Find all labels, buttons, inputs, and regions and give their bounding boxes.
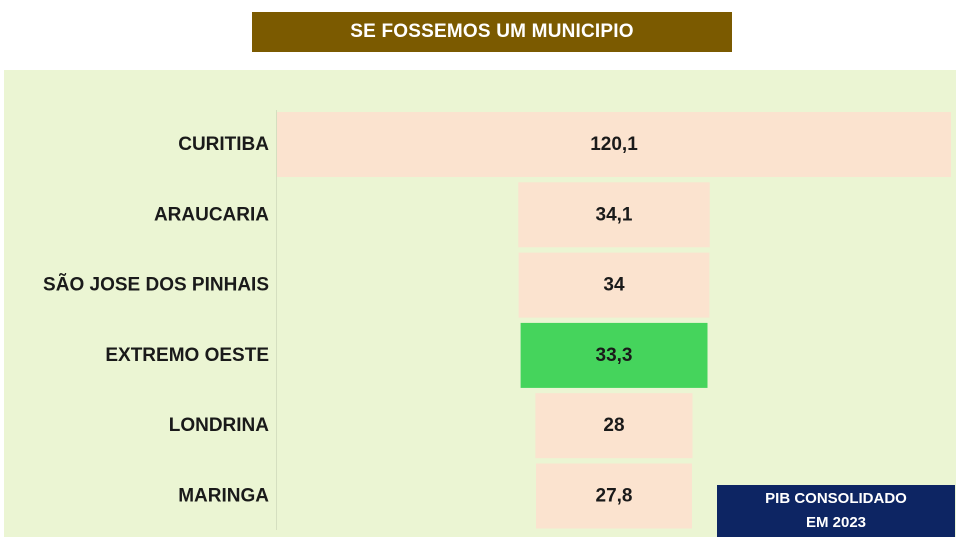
value-label-1: 34,1 — [596, 204, 633, 225]
bar-3 — [520, 322, 708, 388]
category-axis-line — [276, 110, 277, 530]
category-label-5: MARINGA — [178, 486, 269, 507]
value-label-3: 33,3 — [596, 345, 633, 366]
category-label-0: CURITIBA — [178, 134, 269, 155]
category-label-4: LONDRINA — [169, 415, 270, 436]
category-label-3: EXTREMO OESTE — [105, 345, 269, 366]
bar-2 — [518, 252, 710, 318]
note-box: PIB CONSOLIDADO EM 2023 — [717, 485, 955, 537]
note-line-1: PIB CONSOLIDADO — [765, 490, 907, 507]
bar-4 — [535, 393, 693, 459]
value-label-5: 27,8 — [596, 486, 633, 507]
chart-title: SE FOSSEMOS UM MUNICIPIO — [252, 12, 732, 52]
category-label-2: SÃO JOSE DOS PINHAIS — [43, 274, 269, 296]
bar-0 — [277, 112, 951, 177]
value-label-0: 120,1 — [590, 134, 638, 155]
category-label-1: ARAUCARIA — [154, 204, 269, 225]
note-line-2: EM 2023 — [805, 514, 867, 531]
bar-1 — [518, 182, 710, 248]
bar-5 — [536, 463, 692, 529]
value-label-2: 34 — [603, 275, 625, 296]
value-label-4: 28 — [603, 415, 624, 436]
